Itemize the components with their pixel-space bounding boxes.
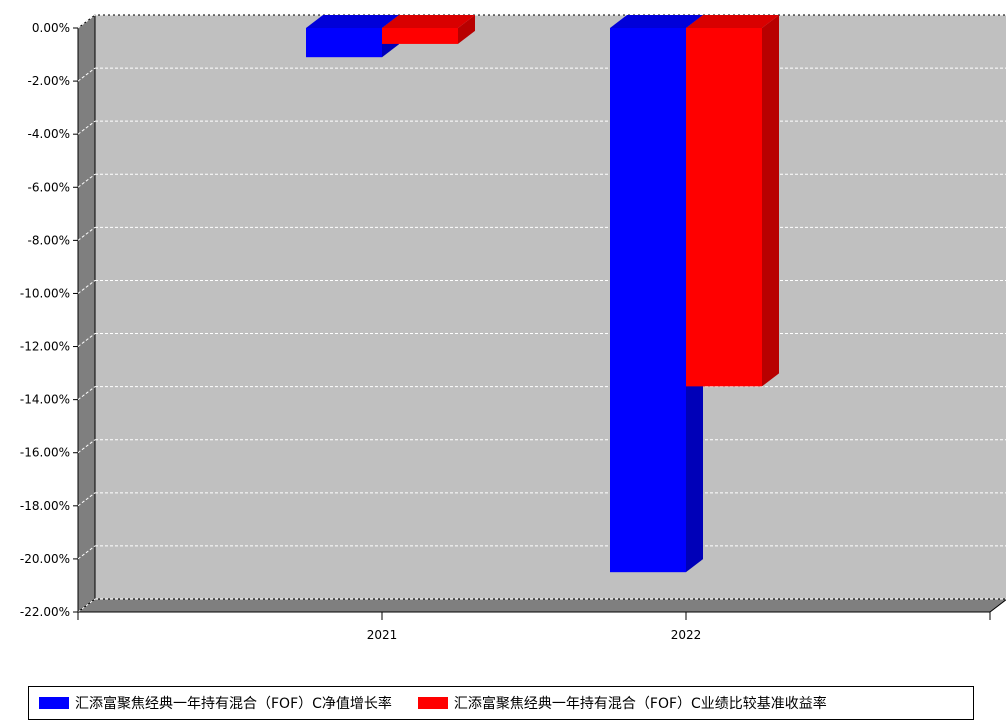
legend-swatch-blue (39, 697, 69, 709)
y-tick-label: -12.00% (20, 340, 70, 354)
gridlines (77, 14, 1006, 613)
bar-chart: 0.00% -2.00% -4.00% -6.00% -8.00% -10.00% -12.… (20, 13, 1006, 642)
gridline-wall (77, 492, 96, 507)
legend-label: 汇添富聚焦经典一年持有混合（FOF）C业绩比较基准收益率 (453, 696, 827, 712)
y-tick-label: -22.00% (20, 605, 70, 619)
y-tick-label: -18.00% (20, 499, 70, 513)
legend-item-benchmark: 汇添富聚焦经典一年持有混合（FOF）C业绩比较基准收益率 (417, 693, 827, 713)
legend: 汇添富聚焦经典一年持有混合（FOF）C净值增长率 汇添富聚焦经典一年持有混合（F… (28, 686, 974, 720)
gridline-wall (77, 226, 96, 241)
x-tick-label: 2022 (671, 628, 702, 642)
gridline-wall (77, 173, 96, 188)
chart-walls (76, 13, 1006, 614)
gridline-wall (77, 598, 96, 613)
bar-top (306, 15, 399, 28)
gridline-wall (77, 333, 96, 347)
y-tick-label: -14.00% (20, 393, 70, 407)
gridline-wall (77, 120, 96, 135)
bars (306, 15, 779, 573)
bar-top (610, 15, 703, 28)
bar (306, 28, 382, 58)
y-tick-label: -10.00% (20, 286, 70, 300)
bar (610, 28, 686, 573)
plot-floor (76, 598, 1006, 613)
legend-item-nav-growth: 汇添富聚焦经典一年持有混合（FOF）C净值增长率 (39, 693, 392, 713)
y-tick-label: -6.00% (28, 180, 70, 194)
gridline-wall (77, 386, 96, 401)
gridline-wall (77, 67, 96, 82)
gridline-wall (77, 545, 96, 560)
x-tick-label: 2021 (367, 628, 398, 642)
bar-top (382, 15, 475, 28)
y-tick-label: -2.00% (28, 74, 70, 88)
plot-back-wall (94, 14, 1006, 600)
gridline-wall (77, 439, 96, 454)
gridline-wall (77, 280, 96, 294)
bar-side (762, 15, 779, 387)
legend-label: 汇添富聚焦经典一年持有混合（FOF）C净值增长率 (75, 696, 392, 712)
y-tick-label: -20.00% (20, 552, 70, 566)
bar (686, 28, 762, 387)
plot-left-wall (77, 13, 96, 614)
bar-top (686, 15, 779, 28)
y-tick-label: -8.00% (28, 233, 70, 247)
y-tick-label: 0.00% (32, 21, 70, 35)
legend-swatch-red (417, 697, 448, 709)
bar (382, 28, 458, 44)
y-axis-ticks: 0.00% -2.00% -4.00% -6.00% -8.00% -10.00% -12.… (20, 21, 78, 619)
y-tick-label: -4.00% (28, 127, 70, 141)
x-axis-ticks: 2021 2022 (77, 611, 991, 642)
gridline-wall (77, 14, 96, 29)
y-tick-label: -16.00% (20, 446, 70, 460)
bar-side (458, 15, 475, 44)
